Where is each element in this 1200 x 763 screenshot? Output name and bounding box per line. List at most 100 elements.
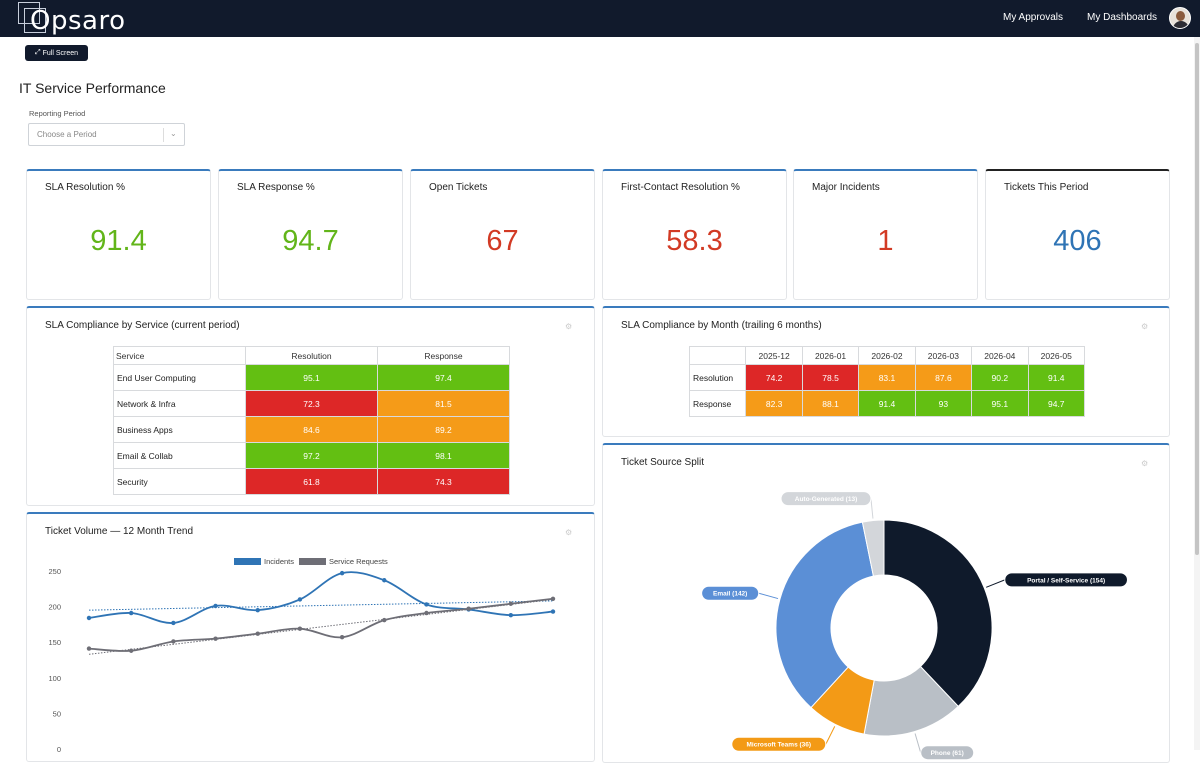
panel-title: SLA Compliance by Month (trailing 6 mont… (621, 320, 822, 331)
kpi-label: Tickets This Period (1004, 182, 1089, 193)
data-point (297, 626, 303, 631)
reporting-period-select[interactable]: Choose a Period ⌄ (28, 123, 185, 146)
select-divider (163, 128, 164, 142)
data-point (213, 603, 218, 609)
slice-label: Email (142) (713, 591, 747, 598)
table-row: Email & Collab 97.2 98.1 (113, 442, 510, 469)
logo-square-icon (18, 2, 40, 24)
nav-my-dashboards[interactable]: My Dashboards (1087, 12, 1158, 23)
slice-label: Phone (61) (931, 750, 964, 757)
donut-slice (861, 519, 885, 577)
resolution-cell: 95.1 (245, 364, 378, 391)
callout-line (870, 498, 874, 519)
gear-icon[interactable]: ⚙ (1141, 322, 1149, 331)
y-tick-label: 250 (48, 567, 61, 576)
data-point (508, 612, 514, 618)
data-point (382, 578, 387, 583)
month-cell: 94.7 (1027, 390, 1086, 417)
resolution-cell: 97.2 (245, 442, 378, 469)
column-header: 2026-02 (858, 346, 916, 365)
panel-title: Ticket Source Split (621, 457, 704, 468)
kpi-label: Open Tickets (429, 182, 488, 193)
row-label: Response (688, 390, 747, 417)
kpi-value: 58.3 (666, 225, 723, 257)
avatar-body-icon (1173, 21, 1189, 28)
service-name: Security (113, 468, 246, 495)
legend-swatch (234, 558, 261, 565)
column-header: 2026-01 (801, 346, 860, 365)
data-point (424, 610, 429, 616)
service-name: Network & Infra (113, 390, 246, 417)
kpi-card-sla-resolution: SLA Resolution % 91.4 (26, 169, 211, 300)
chevron-down-icon[interactable]: ⌄ (170, 129, 177, 138)
user-avatar[interactable] (1169, 7, 1191, 29)
top-bar: Opsaro My Approvals My Dashboards (0, 0, 1200, 37)
data-point (128, 648, 134, 653)
table-row: Network & Infra 72.3 81.5 (113, 390, 510, 417)
month-cell: 91.4 (858, 390, 916, 417)
response-cell: 97.4 (377, 364, 510, 391)
period-placeholder: Choose a Period (37, 130, 97, 139)
series-line (88, 597, 554, 652)
y-tick-label: 150 (48, 638, 61, 647)
data-point (550, 609, 556, 614)
gear-icon[interactable]: ⚙ (565, 528, 573, 537)
service-name: End User Computing (113, 364, 246, 391)
response-cell: 89.2 (377, 416, 510, 443)
month-cell: 90.2 (971, 364, 1029, 391)
resolution-cell: 61.8 (245, 468, 378, 495)
legend-label: Service Requests (329, 557, 388, 566)
table-row: Resolution 74.2 78.5 83.1 87.6 90.2 91.4 (688, 364, 1086, 391)
donut-slice (775, 521, 874, 709)
kpi-label: SLA Resolution % (45, 182, 126, 193)
data-point (255, 607, 260, 613)
month-cell: 88.1 (801, 390, 860, 417)
data-point (297, 597, 303, 602)
data-point (508, 601, 514, 606)
column-header: Response (377, 346, 510, 365)
table-row: End User Computing 95.1 97.4 (113, 364, 510, 391)
column-header: 2026-04 (971, 346, 1029, 365)
series-line (88, 571, 554, 624)
kpi-card-sla-response: SLA Response % 94.7 (218, 169, 403, 300)
month-cell: 95.1 (971, 390, 1029, 417)
sla-by-month-table: 2025-12 2026-01 2026-02 2026-03 2026-04 … (688, 346, 1086, 417)
resolution-cell: 84.6 (245, 416, 378, 443)
data-point (86, 646, 92, 651)
gear-icon[interactable]: ⚙ (1141, 459, 1149, 468)
table-row: Security 61.8 74.3 (113, 468, 510, 495)
full-screen-button[interactable]: ⤢ Full Screen (25, 45, 88, 61)
logo-square-icon (24, 8, 46, 33)
column-header: Service (113, 346, 246, 365)
data-point (424, 602, 429, 607)
expand-icon: ⤢ (34, 49, 41, 56)
month-cell: 87.6 (914, 364, 973, 391)
service-name: Business Apps (113, 416, 246, 443)
gear-icon[interactable]: ⚙ (565, 322, 573, 331)
legend-label: Incidents (264, 557, 294, 566)
slice-label: Portal / Self-Service (154) (1027, 577, 1105, 584)
slice-label: Microsoft Teams (36) (747, 742, 812, 749)
month-cell: 91.4 (1027, 364, 1086, 391)
kpi-label: SLA Response % (237, 182, 315, 193)
scrollbar-thumb[interactable] (1195, 43, 1199, 555)
row-label: Resolution (688, 364, 747, 391)
column-header: Resolution (245, 346, 378, 365)
kpi-card-open-tickets: Open Tickets 67 (410, 169, 595, 300)
data-point (171, 620, 176, 626)
nav-my-approvals[interactable]: My Approvals (1003, 12, 1064, 23)
month-cell: 78.5 (801, 364, 860, 391)
ticket-source-donut-chart: Portal / Self-Service (154) Phone (61) Mic… (701, 491, 1128, 761)
response-cell: 98.1 (377, 442, 510, 469)
response-cell: 74.3 (377, 468, 510, 495)
panel-title: Ticket Volume — 12 Month Trend (45, 526, 194, 537)
data-point (255, 631, 260, 636)
logo-text: Opsaro (30, 6, 126, 36)
page-scrollbar[interactable] (1194, 37, 1200, 750)
sla-by-month-panel: SLA Compliance by Month (trailing 6 mont… (602, 306, 1170, 437)
column-header: 2026-05 (1027, 346, 1086, 365)
kpi-value: 1 (877, 225, 894, 257)
legend-swatch (299, 558, 326, 565)
kpi-value: 67 (486, 225, 519, 257)
